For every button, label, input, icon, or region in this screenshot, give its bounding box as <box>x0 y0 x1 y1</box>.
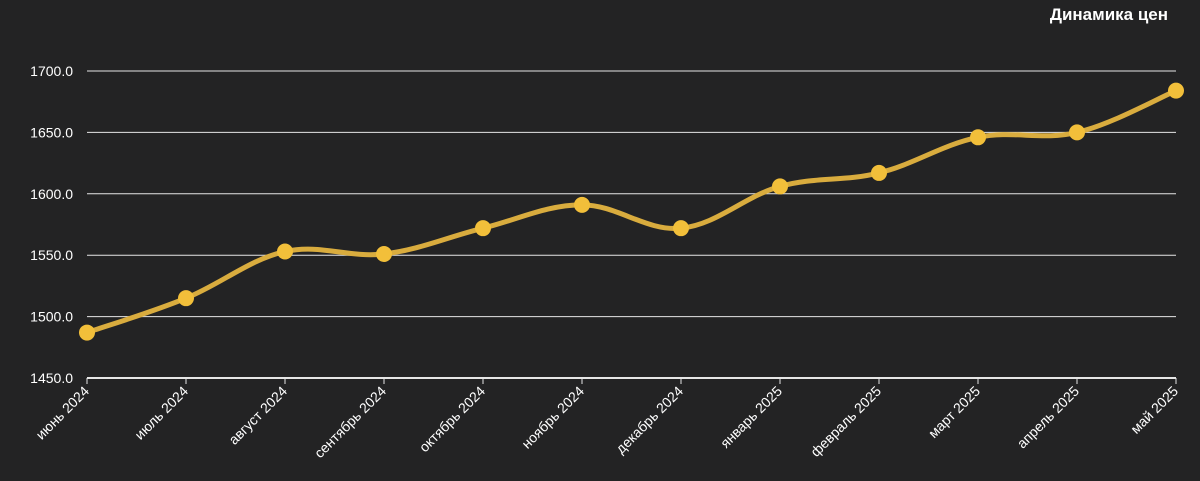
series-line <box>84 88 1179 336</box>
x-tick-label: ноябрь 2024 <box>518 383 587 452</box>
x-axis <box>86 377 1177 384</box>
x-tick-label: апрель 2025 <box>1014 383 1083 452</box>
x-tick-label: июнь 2024 <box>32 383 92 443</box>
data-point <box>970 129 986 146</box>
x-axis-tick-labels: июнь 2024 июль 2024 август 2024 сентябрь 20… <box>32 383 1181 461</box>
data-point <box>178 290 194 307</box>
y-axis-tick-labels: 1450.0 1500.0 1550.0 1600.0 1650.0 1700.0 <box>30 63 73 386</box>
x-tick-label: октябрь 2024 <box>416 383 488 455</box>
grid-lines <box>87 70 1176 318</box>
data-point <box>574 196 590 213</box>
x-tick-label: сентябрь 2024 <box>311 383 389 461</box>
x-tick-label: июль 2024 <box>131 383 191 443</box>
data-point <box>1168 82 1184 99</box>
data-point <box>1069 124 1085 141</box>
data-point <box>475 220 491 237</box>
y-tick-label: 1500.0 <box>30 309 73 325</box>
y-tick-label: 1600.0 <box>30 186 73 202</box>
y-tick-label: 1450.0 <box>30 370 73 386</box>
data-point <box>673 220 689 237</box>
x-tick-label: май 2025 <box>1127 383 1181 437</box>
data-point <box>772 178 788 195</box>
data-point <box>79 324 95 341</box>
y-tick-label: 1550.0 <box>30 247 73 263</box>
data-points <box>79 82 1184 341</box>
x-tick-label: январь 2025 <box>717 383 785 451</box>
x-tick-label: август 2024 <box>225 383 290 448</box>
x-tick-label: март 2025 <box>925 383 983 441</box>
data-point <box>376 245 392 262</box>
data-point <box>871 164 887 181</box>
x-tick-label: декабрь 2024 <box>612 383 686 457</box>
chart-title: Динамика цен <box>1049 5 1168 24</box>
y-tick-label: 1650.0 <box>30 124 73 140</box>
y-tick-label: 1700.0 <box>30 63 73 79</box>
data-point <box>277 243 293 260</box>
x-tick-label: февраль 2025 <box>807 383 884 460</box>
